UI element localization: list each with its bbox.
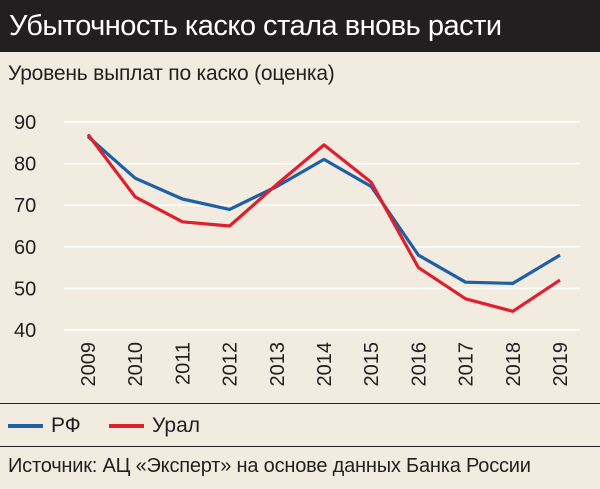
- series-line-ural: [86, 133, 561, 313]
- chart-subtitle: Уровень выплат по каско (оценка): [8, 62, 335, 85]
- x-tick-label: 2010: [125, 342, 147, 387]
- y-tick-label: 70: [14, 195, 36, 217]
- legend-swatch-ural: [109, 424, 144, 428]
- series-lines: [86, 133, 561, 313]
- x-tick-label: 2017: [456, 342, 478, 387]
- x-tick-label: 2012: [220, 342, 242, 387]
- legend-item-ural: Урал: [109, 414, 200, 438]
- series-line-rf: [86, 135, 561, 285]
- legend-item-rf: РФ: [8, 414, 81, 438]
- chart-title-bar: Убыточность каско стала вновь расти: [0, 0, 600, 52]
- gridlines: [64, 121, 580, 331]
- legend-swatch-rf: [8, 424, 43, 428]
- legend: РФ Урал: [0, 403, 600, 447]
- x-tick-label: 2016: [408, 342, 430, 387]
- x-tick-label: 2013: [267, 342, 289, 387]
- x-tick-label: 2009: [78, 342, 100, 387]
- x-tick-label: 2014: [314, 342, 336, 387]
- y-tick-label: 60: [14, 237, 36, 259]
- x-axis-tick-labels: 2009 2010 2011 2012 2013 2014 2015 2016 2017 2018…: [78, 342, 572, 387]
- y-tick-label: 80: [14, 154, 36, 176]
- legend-label-rf: РФ: [51, 414, 81, 437]
- chart-title: Убыточность каско стала вновь расти: [9, 10, 502, 42]
- y-tick-label: 90: [14, 112, 36, 134]
- x-tick-label: 2011: [172, 342, 194, 385]
- x-tick-label: 2019: [550, 342, 572, 387]
- source-note: Источник: АЦ «Эксперт» на основе данных …: [8, 455, 531, 477]
- y-axis-tick-labels: 40 50 60 70 80 90: [14, 112, 36, 342]
- x-tick-label: 2018: [503, 342, 525, 387]
- line-chart: 40 50 60 70 80 90 2009 2010 2011 2012 2013 2014 201…: [14, 112, 580, 387]
- y-tick-label: 50: [14, 278, 36, 300]
- y-tick-label: 40: [14, 320, 36, 342]
- x-tick-label: 2015: [361, 342, 383, 387]
- legend-label-ural: Урал: [152, 414, 201, 437]
